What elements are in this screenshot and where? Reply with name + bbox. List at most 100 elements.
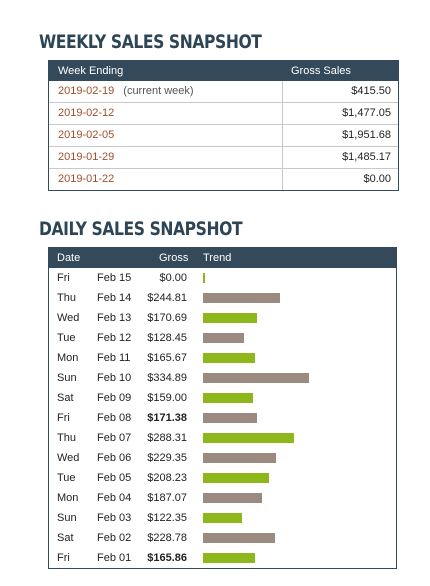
daily-row: Tue Feb 12 $128.45 — [49, 328, 396, 348]
month-day: Feb 09 — [97, 392, 132, 404]
gross-amount: $128.45 — [147, 332, 187, 344]
daily-sales-table: Date Gross Trend Fri Feb 15 $0.00 Thu Feb 14… — [48, 247, 397, 569]
day-of-week: Thu — [57, 432, 76, 444]
weekly-row: 2019-01-22 $0.00 — [49, 168, 398, 190]
day-of-week: Sat — [57, 532, 74, 544]
month-day: Feb 01 — [97, 552, 132, 564]
current-week-note: (current week) — [123, 85, 194, 97]
month-day: Feb 03 — [97, 512, 132, 524]
trend-bar — [203, 413, 257, 423]
weekly-row: 2019-02-05 $1,951.68 — [49, 124, 398, 146]
week-ending-cell: 2019-01-22 — [49, 169, 283, 190]
daily-sales-title: DAILY SALES SNAPSHOT — [39, 218, 243, 240]
week-ending-link[interactable]: 2019-01-22 — [58, 173, 115, 185]
day-of-week: Sun — [57, 372, 77, 384]
weekly-sales-title: WEEKLY SALES SNAPSHOT — [39, 31, 262, 53]
daily-row: Thu Feb 07 $288.31 — [49, 428, 396, 448]
trend-bar — [203, 473, 269, 483]
gross-sales-cell: $1,485.17 — [342, 151, 391, 163]
trend-bar — [203, 293, 280, 303]
daily-row: Fri Feb 01 $165.86 — [49, 548, 396, 568]
gross-amount: $159.00 — [147, 392, 187, 404]
trend-bar — [203, 533, 275, 543]
trend-bar — [203, 353, 255, 363]
weekly-sales-table: Week Ending Gross Sales 2019-02-19 (curre… — [48, 60, 399, 191]
week-ending-link[interactable]: 2019-01-29 — [58, 151, 115, 163]
daily-row: Sun Feb 10 $334.89 — [49, 368, 396, 388]
trend-bar — [203, 553, 255, 563]
trend-bar — [203, 333, 244, 343]
gross-amount: $171.38 — [147, 412, 187, 424]
month-day: Feb 07 — [97, 432, 132, 444]
trend-bar — [203, 513, 242, 523]
trend-bar — [203, 393, 253, 403]
gross-amount: $229.35 — [147, 452, 187, 464]
month-day: Feb 04 — [97, 492, 132, 504]
trend-bar — [203, 453, 276, 463]
day-of-week: Fri — [57, 272, 70, 284]
daily-row: Fri Feb 08 $171.38 — [49, 408, 396, 428]
day-of-week: Sat — [57, 392, 74, 404]
month-day: Feb 02 — [97, 532, 132, 544]
month-day: Feb 13 — [97, 312, 132, 324]
gross-amount: $0.00 — [159, 272, 187, 284]
week-ending-cell: 2019-01-29 — [49, 147, 283, 168]
day-of-week: Thu — [57, 292, 76, 304]
week-ending-link[interactable]: 2019-02-19 — [58, 85, 115, 97]
gross-amount: $288.31 — [147, 432, 187, 444]
gross-amount: $165.67 — [147, 352, 187, 364]
weekly-table-body: 2019-02-19 (current week) $415.50 2019-02-1… — [49, 81, 398, 190]
day-of-week: Sun — [57, 512, 77, 524]
week-ending-link[interactable]: 2019-02-12 — [58, 107, 115, 119]
gross-sales-cell: $1,477.05 — [342, 107, 391, 119]
gross-sales-cell: $0.00 — [363, 173, 391, 185]
week-ending-link[interactable]: 2019-02-05 — [58, 129, 115, 141]
month-day: Feb 11 — [97, 352, 131, 364]
weekly-table-header: Week Ending Gross Sales — [49, 61, 398, 81]
weekly-row: 2019-01-29 $1,485.17 — [49, 146, 398, 168]
week-ending-header: Week Ending — [58, 65, 124, 77]
week-ending-cell: 2019-02-05 — [49, 125, 283, 146]
month-day: Feb 08 — [97, 412, 132, 424]
month-day: Feb 14 — [97, 292, 132, 304]
gross-amount: $122.35 — [147, 512, 187, 524]
daily-row: Sun Feb 03 $122.35 — [49, 508, 396, 528]
trend-bar — [203, 313, 257, 323]
month-day: Feb 12 — [97, 332, 132, 344]
gross-sales-cell: $1,951.68 — [342, 129, 391, 141]
gross-header: Gross — [159, 252, 189, 264]
day-of-week: Wed — [57, 452, 80, 464]
trend-bar — [203, 433, 294, 443]
gross-amount: $165.86 — [147, 552, 187, 564]
month-day: Feb 06 — [97, 452, 132, 464]
gross-amount: $170.69 — [147, 312, 187, 324]
month-day: Feb 05 — [97, 472, 132, 484]
day-of-week: Tue — [57, 472, 76, 484]
daily-row: Wed Feb 06 $229.35 — [49, 448, 396, 468]
daily-row: Mon Feb 11 $165.67 — [49, 348, 396, 368]
gross-amount: $334.89 — [147, 372, 187, 384]
gross-sales-cell: $415.50 — [351, 85, 391, 97]
daily-row: Sat Feb 09 $159.00 — [49, 388, 396, 408]
trend-bar — [203, 273, 205, 283]
daily-row: Fri Feb 15 $0.00 — [49, 268, 396, 288]
day-of-week: Mon — [57, 352, 79, 364]
day-of-week: Fri — [57, 412, 70, 424]
daily-table-body: Fri Feb 15 $0.00 Thu Feb 14 $244.81 Wed Feb 13 $… — [49, 268, 396, 568]
day-of-week: Wed — [57, 312, 80, 324]
gross-amount: $228.78 — [147, 532, 187, 544]
gross-amount: $208.23 — [147, 472, 187, 484]
week-ending-cell: 2019-02-19 (current week) — [49, 81, 283, 102]
trend-bar — [203, 493, 262, 503]
daily-row: Wed Feb 13 $170.69 — [49, 308, 396, 328]
weekly-row: 2019-02-19 (current week) $415.50 — [49, 81, 398, 102]
month-day: Feb 15 — [97, 272, 132, 284]
week-ending-cell: 2019-02-12 — [49, 103, 283, 124]
gross-sales-header: Gross Sales — [291, 65, 351, 77]
day-of-week: Mon — [57, 492, 79, 504]
day-of-week: Tue — [57, 332, 76, 344]
daily-row: Sat Feb 02 $228.78 — [49, 528, 396, 548]
daily-row: Tue Feb 05 $208.23 — [49, 468, 396, 488]
trend-header: Trend — [203, 252, 232, 264]
date-header: Date — [57, 252, 81, 264]
